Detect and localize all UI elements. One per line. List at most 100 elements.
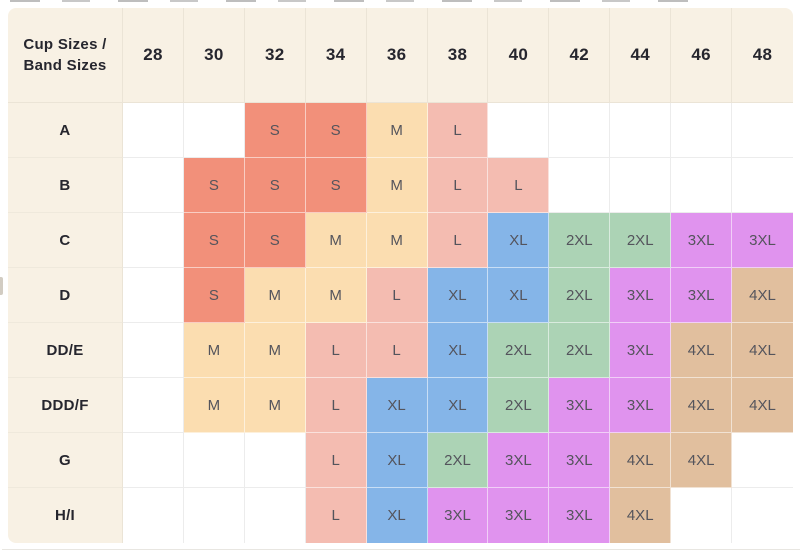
size-row: DDD/F M M L XL XL 2XL 3XL 3XL 4XL 4XL <box>8 378 793 433</box>
empty-cell <box>183 103 245 158</box>
size-cell: XL <box>488 213 550 268</box>
size-cell: 2XL <box>549 268 611 323</box>
band-size-header: 36 <box>366 8 428 103</box>
band-size-header: 44 <box>610 8 672 103</box>
size-cell: M <box>244 323 306 378</box>
size-cell: 4XL <box>671 323 733 378</box>
size-cell: 3XL <box>549 378 611 433</box>
size-cell: M <box>366 213 428 268</box>
size-cell: 3XL <box>732 213 793 268</box>
size-cell: L <box>427 103 489 158</box>
size-cell: M <box>183 323 245 378</box>
size-cell: 3XL <box>610 323 672 378</box>
empty-cell <box>123 268 184 323</box>
size-cell: 3XL <box>671 268 733 323</box>
header-row: Cup Sizes / Band Sizes 28 30 32 34 36 38 40 42 44… <box>8 8 793 103</box>
empty-cell <box>244 433 306 488</box>
size-cell: S <box>244 103 306 158</box>
size-cell: XL <box>427 323 489 378</box>
size-cell: M <box>305 213 367 268</box>
size-chart-container: Cup Sizes / Band Sizes 28 30 32 34 36 38 40 42 44… <box>8 8 793 543</box>
band-size-header: 32 <box>244 8 306 103</box>
size-cell: 4XL <box>732 268 793 323</box>
cup-size-label: C <box>8 213 123 268</box>
cup-size-label: B <box>8 158 123 213</box>
size-row: DD/E M M L L XL 2XL 2XL 3XL 4XL 4XL <box>8 323 793 378</box>
empty-cell <box>123 323 184 378</box>
band-size-header: 48 <box>732 8 793 103</box>
band-size-header: 34 <box>305 8 367 103</box>
cup-size-label: DDD/F <box>8 378 123 433</box>
size-cell: S <box>183 268 245 323</box>
size-cell: S <box>244 158 306 213</box>
size-cell: M <box>366 158 428 213</box>
size-cell: 2XL <box>549 213 611 268</box>
size-row: G L XL 2XL 3XL 3XL 4XL 4XL <box>8 433 793 488</box>
size-cell: XL <box>366 378 428 433</box>
empty-cell <box>732 103 793 158</box>
empty-cell <box>488 103 550 158</box>
table-header: Cup Sizes / Band Sizes 28 30 32 34 36 38 40 42 44… <box>8 8 793 103</box>
size-row: D S M M L XL XL 2XL 3XL 3XL 4XL <box>8 268 793 323</box>
size-cell: XL <box>366 488 428 543</box>
empty-cell <box>549 158 611 213</box>
empty-cell <box>732 158 793 213</box>
cup-size-label: H/I <box>8 488 123 543</box>
scrollbar-fragment <box>0 277 3 295</box>
bra-size-chart-table: Cup Sizes / Band Sizes 28 30 32 34 36 38 40 42 44… <box>8 8 793 543</box>
cup-size-label: A <box>8 103 123 158</box>
size-cell: 3XL <box>610 268 672 323</box>
size-cell: 3XL <box>610 378 672 433</box>
empty-cell <box>732 433 793 488</box>
size-cell: 3XL <box>427 488 489 543</box>
size-cell: S <box>183 158 245 213</box>
band-size-header: 40 <box>488 8 550 103</box>
empty-cell <box>671 488 733 543</box>
size-cell: L <box>427 158 489 213</box>
size-cell: 4XL <box>610 433 672 488</box>
band-size-header: 28 <box>123 8 184 103</box>
empty-cell <box>732 488 793 543</box>
empty-cell <box>610 103 672 158</box>
size-cell: 3XL <box>488 488 550 543</box>
size-cell: L <box>305 323 367 378</box>
size-cell: M <box>244 378 306 433</box>
size-cell: M <box>366 103 428 158</box>
size-cell: 2XL <box>488 378 550 433</box>
empty-cell <box>123 158 184 213</box>
size-cell: M <box>305 268 367 323</box>
size-cell: S <box>183 213 245 268</box>
empty-cell <box>123 488 184 543</box>
size-cell: L <box>305 433 367 488</box>
size-cell: 3XL <box>549 488 611 543</box>
empty-cell <box>671 158 733 213</box>
size-cell: S <box>305 158 367 213</box>
cup-size-label: G <box>8 433 123 488</box>
size-cell: L <box>305 488 367 543</box>
size-cell: L <box>488 158 550 213</box>
size-cell: S <box>305 103 367 158</box>
size-cell: M <box>183 378 245 433</box>
empty-cell <box>610 158 672 213</box>
size-row: C S S M M L XL 2XL 2XL 3XL 3XL <box>8 213 793 268</box>
cup-size-label: D <box>8 268 123 323</box>
size-cell: 4XL <box>671 378 733 433</box>
size-cell: 3XL <box>549 433 611 488</box>
size-cell: 4XL <box>732 378 793 433</box>
container-bottom-border <box>2 549 800 550</box>
size-cell: XL <box>427 378 489 433</box>
size-cell: 2XL <box>427 433 489 488</box>
size-cell: L <box>366 323 428 378</box>
band-size-header: 42 <box>549 8 611 103</box>
empty-cell <box>244 488 306 543</box>
band-size-header: 46 <box>671 8 733 103</box>
cup-size-label: DD/E <box>8 323 123 378</box>
size-cell: 3XL <box>671 213 733 268</box>
size-cell: 3XL <box>488 433 550 488</box>
size-cell: 4XL <box>671 433 733 488</box>
band-size-header: 38 <box>427 8 489 103</box>
size-cell: L <box>305 378 367 433</box>
empty-cell <box>123 433 184 488</box>
